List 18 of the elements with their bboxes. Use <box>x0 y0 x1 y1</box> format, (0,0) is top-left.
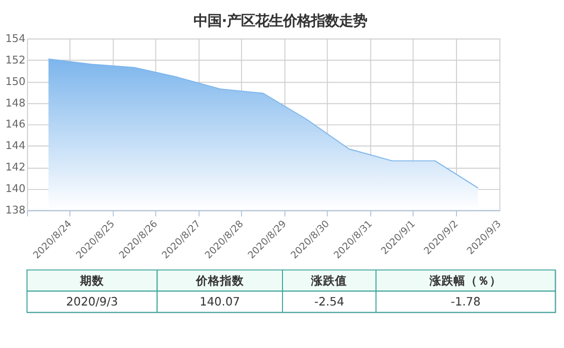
y-tick-label: 144 <box>5 140 26 152</box>
text: -2.54 <box>314 294 344 309</box>
text: 涨跌值 <box>310 273 348 288</box>
text: -1.78 <box>450 294 481 309</box>
y-tick-label: 138 <box>5 204 26 217</box>
text: 140.07 <box>200 294 240 309</box>
y-tick-label: 152 <box>5 54 26 66</box>
text: 期数 <box>79 273 106 288</box>
y-tick-label: 140 <box>5 183 26 196</box>
y-tick-label: 146 <box>5 118 26 131</box>
text: 2020/9/3 <box>66 294 118 309</box>
text: 涨跌幅（％） <box>428 273 502 288</box>
chart-title: 中国·产区花生价格指数走势 <box>194 12 368 30</box>
text: 价格指数 <box>194 273 245 288</box>
y-tick-label: 154 <box>5 32 26 45</box>
y-tick-label: 148 <box>5 97 26 110</box>
y-tick-label: 150 <box>5 76 26 88</box>
y-tick-label: 142 <box>5 162 26 174</box>
